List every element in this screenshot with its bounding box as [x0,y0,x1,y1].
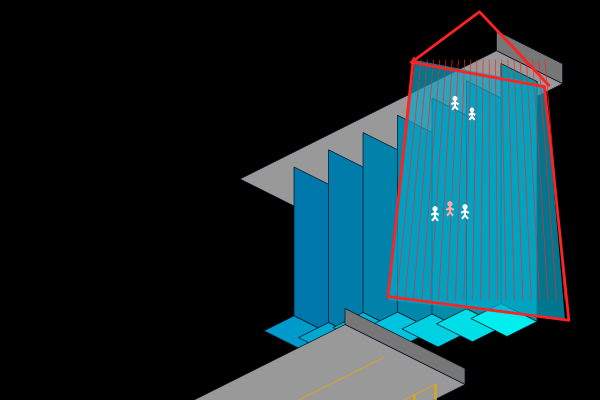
Polygon shape [300,185,330,349]
Polygon shape [432,98,468,332]
Polygon shape [402,314,468,347]
Polygon shape [240,51,563,212]
Circle shape [470,108,473,112]
Polygon shape [300,368,465,400]
Polygon shape [507,82,537,336]
Polygon shape [363,132,399,330]
Polygon shape [467,81,503,327]
Polygon shape [473,99,503,342]
Polygon shape [294,167,330,334]
Polygon shape [299,322,365,356]
Polygon shape [335,168,365,356]
Polygon shape [501,64,537,322]
Polygon shape [306,64,563,212]
Polygon shape [180,324,465,400]
Polygon shape [404,133,433,345]
Polygon shape [369,150,399,346]
Polygon shape [345,308,465,384]
Polygon shape [437,309,503,342]
Polygon shape [398,115,433,330]
Polygon shape [497,31,563,84]
Polygon shape [329,150,365,340]
Polygon shape [367,312,433,345]
Polygon shape [471,304,537,336]
Polygon shape [333,312,399,346]
Circle shape [453,97,457,100]
Circle shape [433,207,437,211]
Polygon shape [264,316,330,349]
Polygon shape [388,60,565,320]
Circle shape [463,205,467,209]
Polygon shape [438,116,468,347]
Circle shape [448,202,452,206]
